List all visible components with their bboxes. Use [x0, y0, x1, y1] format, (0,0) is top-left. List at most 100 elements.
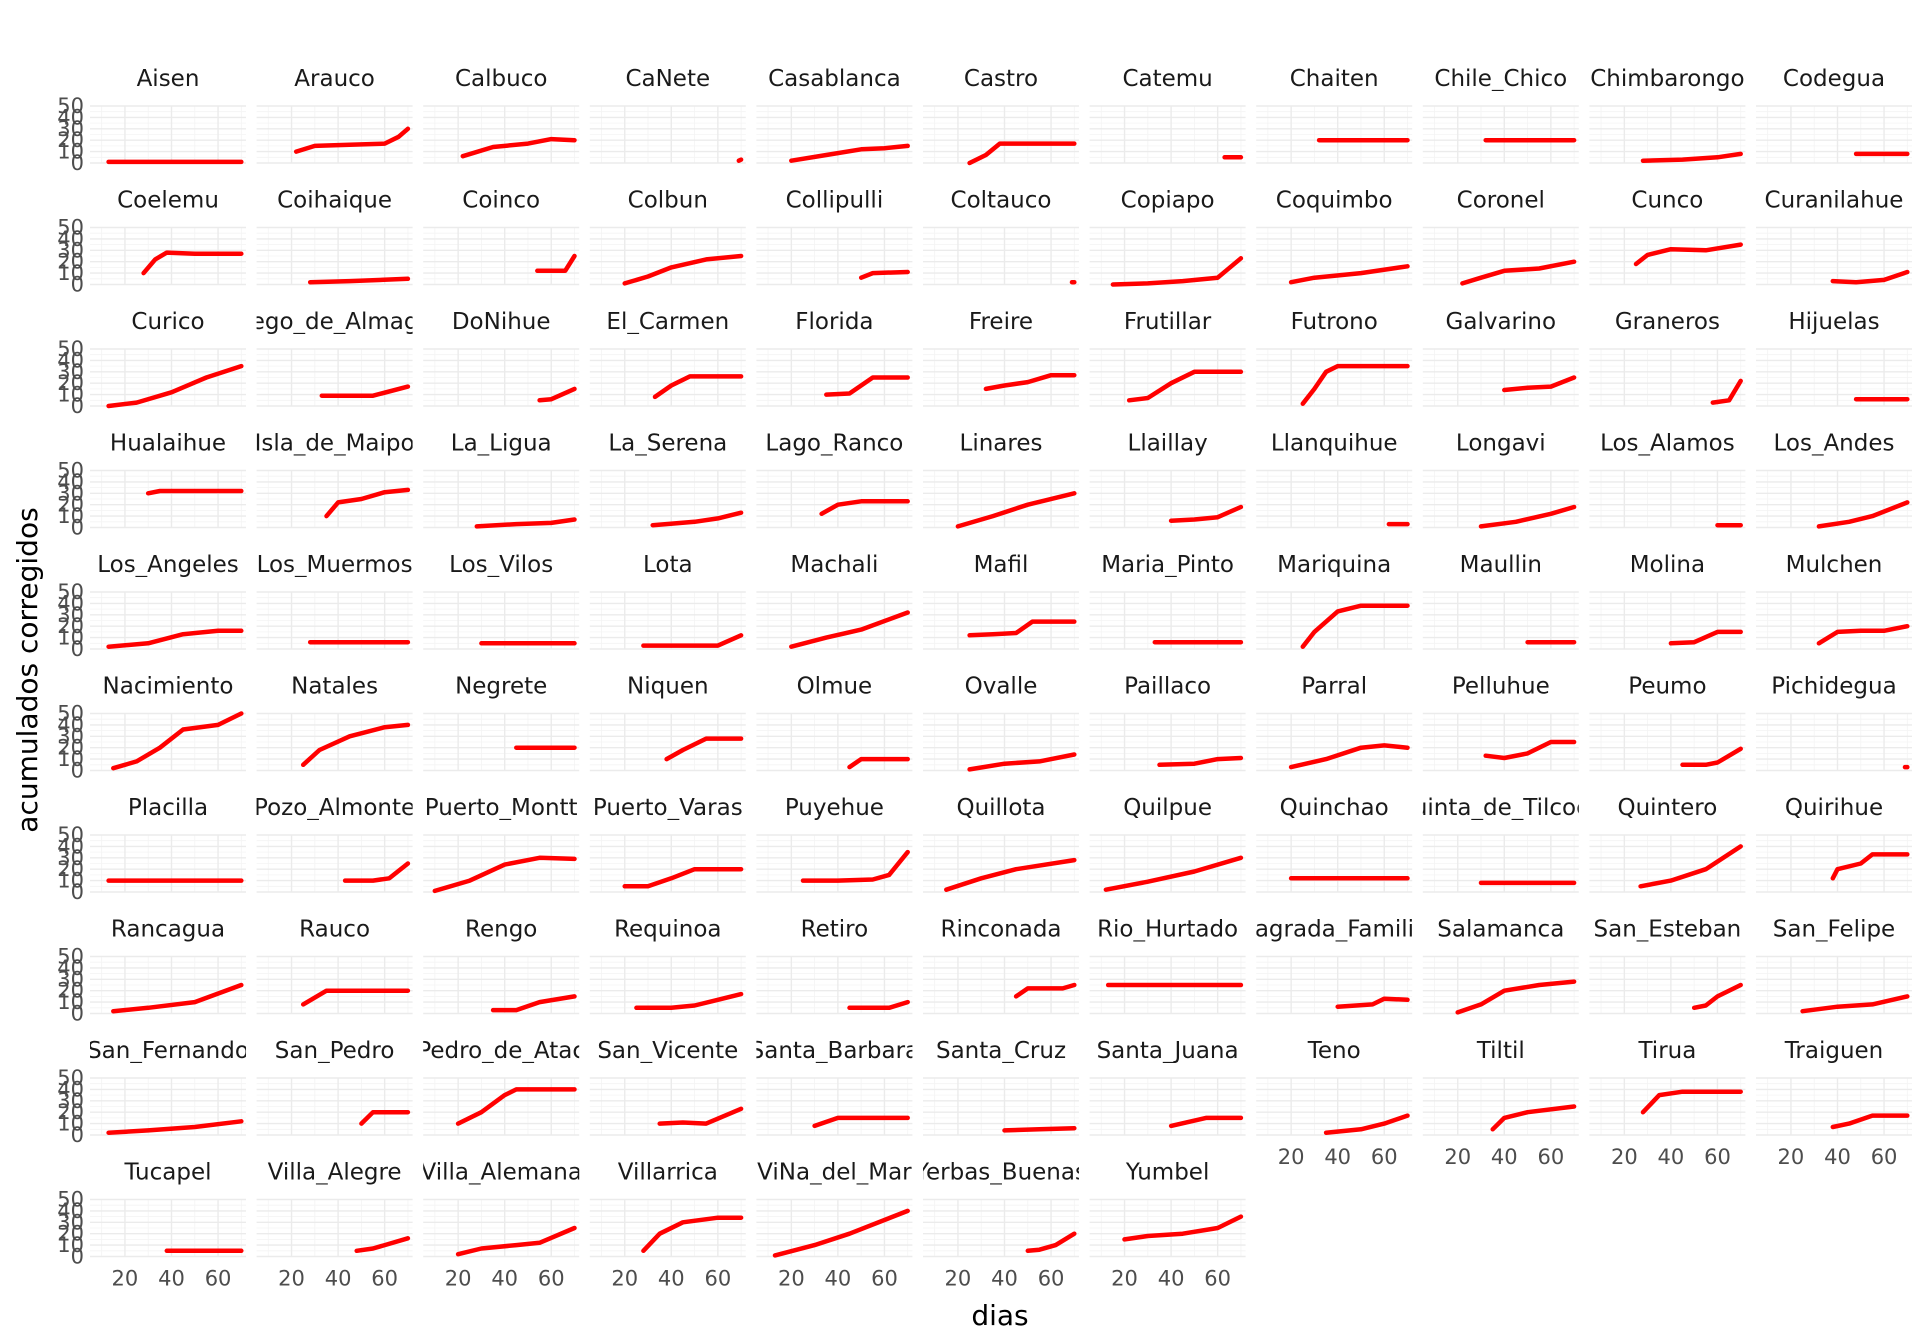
panel-title: Mariquina	[1277, 552, 1391, 578]
y-tick-label: 20	[57, 614, 84, 638]
y-tick-label: 10	[57, 626, 84, 650]
panel-Peumo: Peumo	[1589, 674, 1746, 772]
panel-ViNa_del_Mar: ViNa_del_Mar	[756, 1160, 913, 1258]
fitted-line	[1502, 375, 1577, 393]
panel-title: Coinco	[462, 188, 540, 214]
panel-Coltauco: Coltauco	[923, 188, 1079, 286]
y-tick-label: 50	[57, 1066, 84, 1090]
panel-San_Vicente: San_Vicente	[589, 1038, 746, 1136]
y-tick-label: 20	[57, 736, 84, 760]
panel-title: Coltauco	[951, 188, 1052, 214]
y-tick-label: 10	[57, 1233, 84, 1257]
panel-Quillota: Quillota	[923, 795, 1079, 893]
panel-title: Pelluhue	[1452, 674, 1550, 700]
panel-title: Freire	[969, 309, 1033, 335]
panel-DoNihue: DoNihue	[423, 309, 580, 407]
y-tick-label: 40	[57, 105, 84, 129]
panel-title: Pichidegua	[1771, 674, 1896, 700]
fitted-line	[106, 363, 244, 409]
fitted-line	[967, 141, 1077, 166]
y-tick-label: 40	[57, 348, 84, 372]
panel-title: San_Pedro	[275, 1038, 395, 1064]
y-tick-label: 50	[57, 94, 84, 118]
panel-title: Los_Muermos	[257, 552, 413, 578]
panel-Molina: Molina	[1589, 552, 1746, 650]
fitted-line	[1300, 603, 1410, 649]
fitted-line	[1103, 855, 1244, 892]
panel-Freire: Freire	[923, 309, 1079, 407]
panel-Curanilahue: Curanilahue	[1756, 188, 1912, 286]
y-tick-label: 40	[57, 470, 84, 494]
panel-title: Salamanca	[1437, 917, 1564, 943]
fitted-line	[1025, 1231, 1077, 1254]
panel-Chile_Chico: Chile_Chico	[1422, 66, 1579, 164]
panel-title: Isla_de_Maipo	[255, 431, 415, 457]
panel-La_Serena: La_Serena	[589, 431, 746, 529]
x-tick-label: 40	[825, 1267, 852, 1291]
panel-Calbuco: Calbuco	[423, 66, 580, 164]
fitted-line	[1288, 743, 1410, 770]
panel-Negrete: Negrete	[423, 674, 580, 772]
y-tick-label: 50	[57, 216, 84, 240]
panel-title: San_Esteban	[1594, 917, 1742, 943]
panel-title: Los_Alamos	[1600, 431, 1735, 457]
panel-Coronel: Coronel	[1422, 188, 1579, 286]
panel-title: ViNa_del_Mar	[757, 1160, 912, 1186]
panel-Paillaco: Paillaco	[1089, 674, 1246, 772]
fitted-line	[474, 517, 577, 529]
y-tick-label: 20	[57, 1222, 84, 1246]
panel-Villa_Alemana: Villa_Alemana	[423, 1160, 580, 1258]
x-axis-ticks: 20 40 60 20 40 60 20 40 60 20 40 60 20 40 60 20 40 60 20 40…	[112, 1145, 1898, 1291]
panel-Catemu: Catemu	[1089, 66, 1246, 164]
panel-title: Retiro	[801, 917, 869, 943]
panel-title: Codegua	[1783, 66, 1885, 92]
panel-title: Machali	[790, 552, 878, 578]
fitted-line	[1483, 739, 1577, 761]
y-tick-label: 10	[57, 990, 84, 1014]
panel-title: Mafil	[974, 552, 1029, 578]
panel-title: El_Carmen	[606, 309, 729, 335]
fitted-line	[1323, 1113, 1410, 1135]
x-tick-label: 40	[1491, 1145, 1518, 1169]
panel-title: Coquimbo	[1276, 188, 1393, 214]
fitted-line	[967, 752, 1077, 772]
panel-Parral: Parral	[1256, 674, 1413, 772]
x-tick-label: 60	[1704, 1145, 1731, 1169]
fitted-line	[1800, 994, 1910, 1014]
panel-title: Requinoa	[614, 917, 721, 943]
fitted-line	[622, 253, 744, 286]
panel-title: Chimbarongo	[1590, 66, 1744, 92]
panel-title: Molina	[1630, 552, 1705, 578]
panel-title: Castro	[964, 66, 1038, 92]
x-tick-label: 20	[1611, 1145, 1638, 1169]
panel-title: San_Felipe	[1773, 917, 1895, 943]
panel-Quirihue: Quirihue	[1756, 795, 1912, 893]
panel-title: Chile_Chico	[1434, 66, 1567, 92]
fitted-line	[490, 994, 577, 1013]
y-tick-label: 40	[57, 1077, 84, 1101]
y-tick-label: 20	[57, 128, 84, 152]
panel-title: Frutillar	[1124, 309, 1212, 335]
panel-Machali: Machali	[756, 552, 913, 650]
panel-Rengo: Rengo	[423, 917, 580, 1015]
panel-Chimbarongo: Chimbarongo	[1589, 66, 1746, 164]
panel-Yerbas_Buenas: Yerbas_Buenas	[923, 1160, 1079, 1258]
y-tick-label: 30	[57, 117, 84, 141]
x-tick-label: 20	[1778, 1145, 1805, 1169]
panel-title: Quinchao	[1280, 795, 1389, 821]
panel-El_Carmen: El_Carmen	[589, 309, 746, 407]
panel-title: Casablanca	[768, 66, 901, 92]
fitted-line	[1680, 746, 1743, 768]
fitted-line	[1710, 378, 1743, 405]
fitted-line	[535, 253, 577, 274]
panel-title: Sagrada_Familia	[1240, 917, 1428, 943]
panel-title: Santa_Barbara	[750, 1038, 919, 1064]
panel-Rinconada: Rinconada	[923, 917, 1079, 1015]
panel-Rauco: Rauco	[256, 917, 413, 1015]
fitted-line	[1157, 755, 1244, 768]
fitted-line	[1300, 363, 1410, 406]
x-tick-label: 40	[1158, 1267, 1185, 1291]
